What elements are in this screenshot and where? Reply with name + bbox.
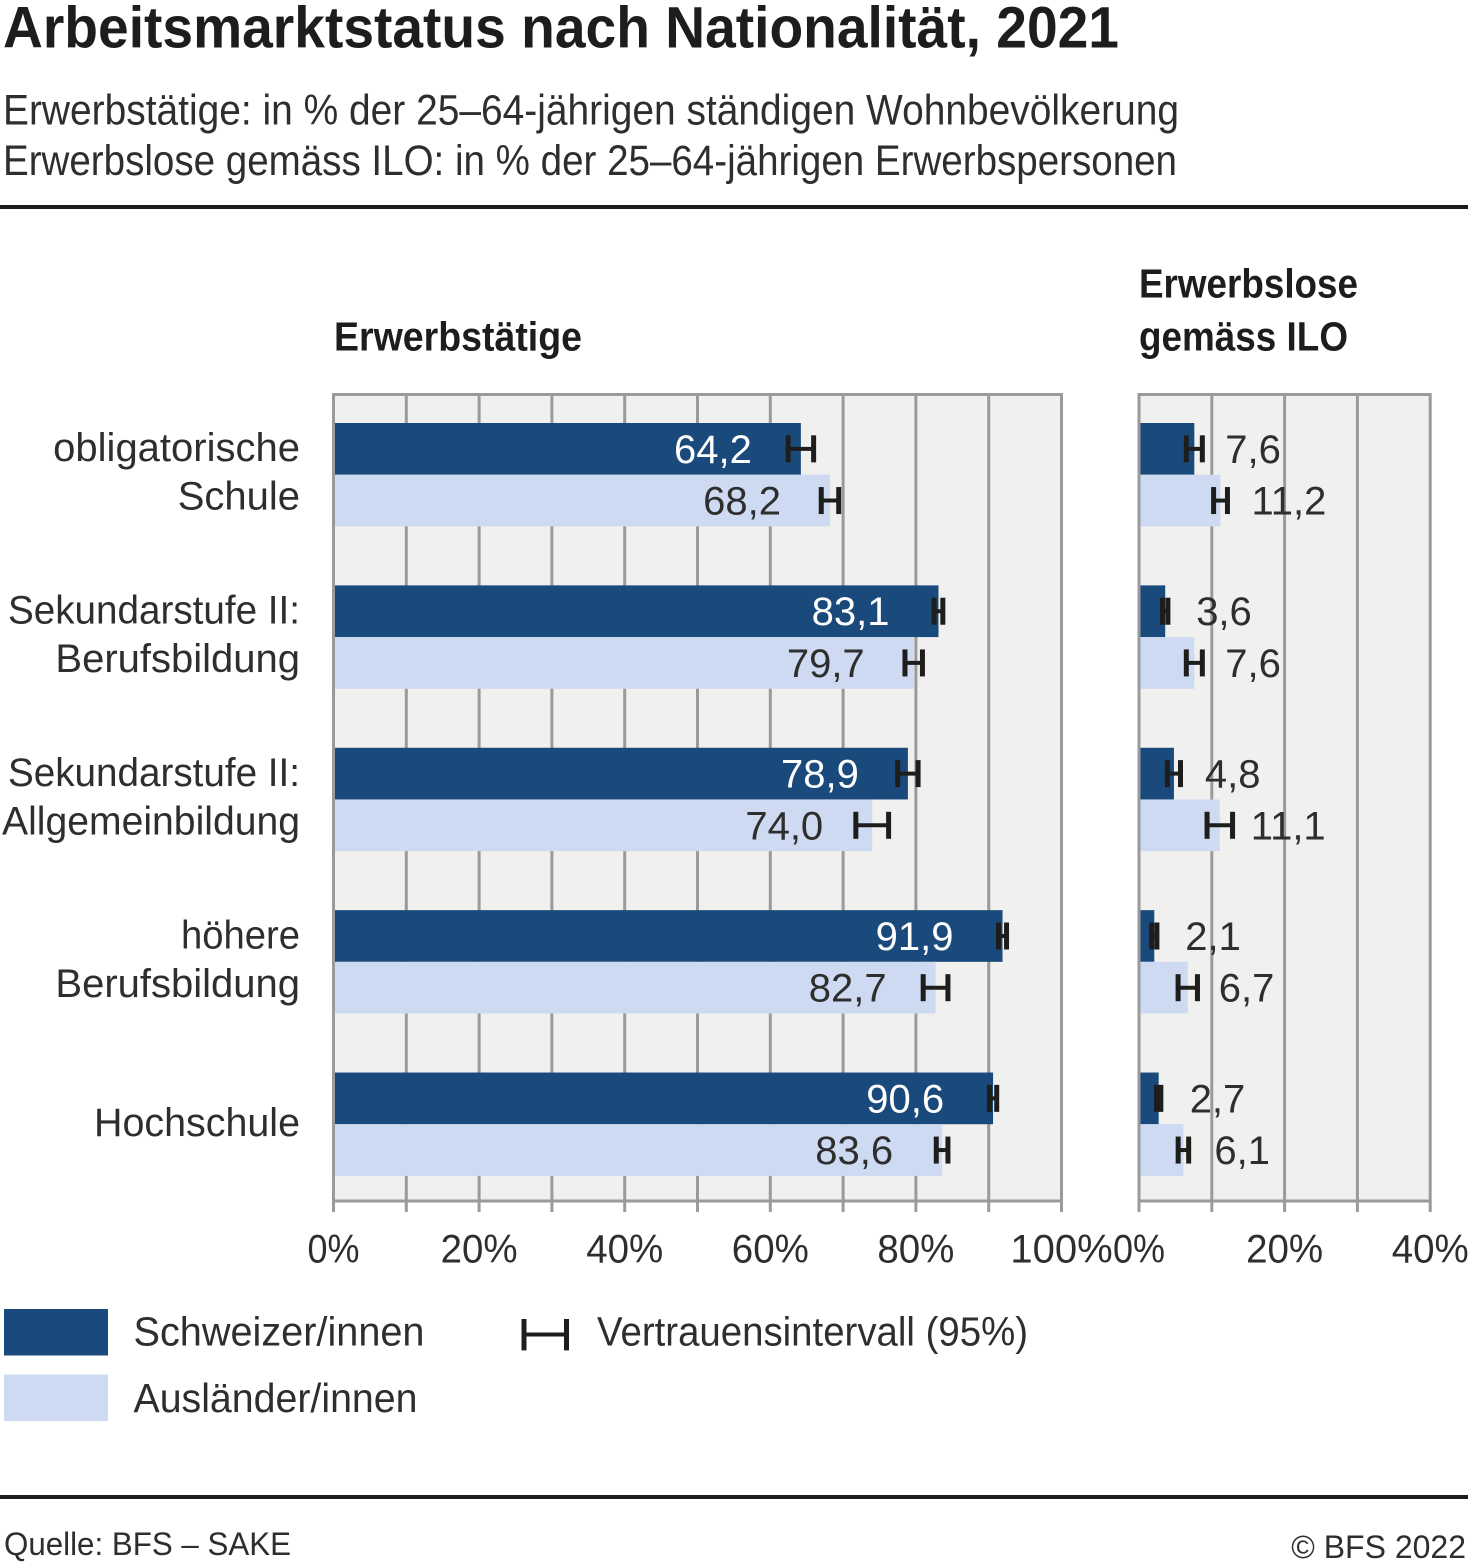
svg-text:40%: 40% [586, 1228, 663, 1272]
svg-text:7,6: 7,6 [1225, 642, 1281, 686]
svg-text:Sekundarstufe II:: Sekundarstufe II: [8, 751, 300, 795]
svg-text:Allgemeinbildung: Allgemeinbildung [2, 800, 300, 844]
svg-text:2,1: 2,1 [1185, 915, 1241, 959]
svg-text:64,2: 64,2 [674, 428, 752, 472]
svg-text:11,2: 11,2 [1252, 480, 1327, 524]
svg-text:Arbeitsmarktstatus nach Nation: Arbeitsmarktstatus nach Nationalität, 20… [3, 0, 1119, 61]
svg-text:Hochschule: Hochschule [94, 1101, 300, 1145]
svg-text:höhere: höhere [181, 913, 300, 957]
svg-text:20%: 20% [441, 1228, 518, 1272]
svg-text:Sekundarstufe II:: Sekundarstufe II: [8, 589, 300, 633]
svg-text:© BFS 2022: © BFS 2022 [1291, 1529, 1466, 1565]
svg-text:Erwerbslose gemäss ILO: in % d: Erwerbslose gemäss ILO: in % der 25–64-j… [3, 137, 1177, 185]
svg-text:0%: 0% [308, 1228, 360, 1272]
svg-text:100%: 100% [1010, 1228, 1112, 1272]
svg-text:Erwerbstätige: in % der 25–64-: Erwerbstätige: in % der 25–64-jährigen s… [3, 86, 1179, 134]
svg-text:6,7: 6,7 [1219, 967, 1275, 1011]
svg-text:0%: 0% [1113, 1228, 1165, 1272]
svg-text:Erwerbslose: Erwerbslose [1139, 261, 1358, 307]
svg-text:Berufsbildung: Berufsbildung [55, 637, 300, 681]
svg-text:Ausländer/innen: Ausländer/innen [134, 1375, 418, 1421]
svg-text:7,6: 7,6 [1225, 428, 1281, 472]
svg-text:3,6: 3,6 [1196, 590, 1252, 634]
svg-text:91,9: 91,9 [876, 915, 954, 959]
svg-text:60%: 60% [732, 1228, 809, 1272]
svg-text:Erwerbstätige: Erwerbstätige [334, 313, 582, 359]
svg-text:2,7: 2,7 [1190, 1077, 1246, 1121]
svg-text:20%: 20% [1246, 1228, 1323, 1272]
svg-text:Berufsbildung: Berufsbildung [55, 962, 300, 1006]
svg-text:6,1: 6,1 [1214, 1129, 1270, 1173]
svg-text:4,8: 4,8 [1205, 753, 1261, 797]
svg-text:11,1: 11,1 [1251, 804, 1326, 848]
svg-text:78,9: 78,9 [781, 753, 859, 797]
svg-text:40%: 40% [1392, 1228, 1469, 1272]
svg-text:90,6: 90,6 [866, 1077, 944, 1121]
svg-text:obligatorische: obligatorische [53, 426, 300, 470]
svg-text:82,7: 82,7 [809, 967, 887, 1011]
svg-text:gemäss ILO: gemäss ILO [1139, 314, 1348, 360]
svg-text:74,0: 74,0 [745, 804, 823, 848]
svg-text:Schule: Schule [178, 475, 300, 519]
svg-text:68,2: 68,2 [703, 480, 781, 524]
svg-text:Schweizer/innen: Schweizer/innen [134, 1309, 425, 1355]
svg-text:Quelle: BFS – SAKE: Quelle: BFS – SAKE [4, 1526, 291, 1562]
svg-text:83,6: 83,6 [815, 1129, 893, 1173]
svg-text:79,7: 79,7 [787, 642, 865, 686]
svg-text:83,1: 83,1 [812, 590, 890, 634]
svg-text:Vertrauensintervall (95%): Vertrauensintervall (95%) [597, 1309, 1028, 1355]
svg-text:80%: 80% [877, 1228, 954, 1272]
